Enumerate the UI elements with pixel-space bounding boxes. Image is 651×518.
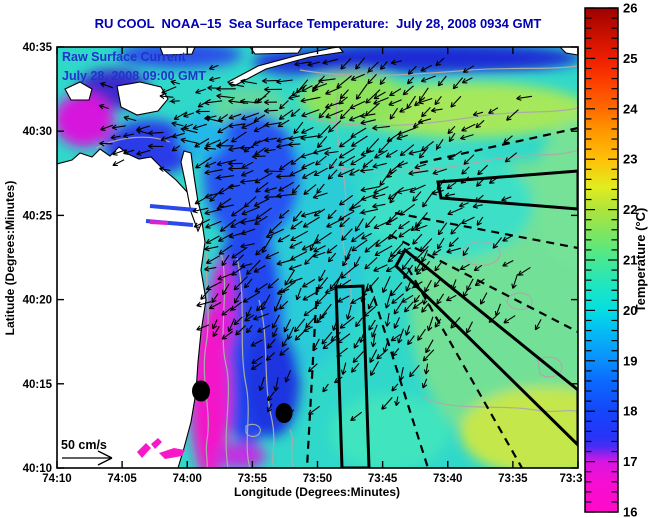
contour-line bbox=[236, 257, 251, 468]
colorbar-tick-label: 23 bbox=[623, 152, 637, 167]
y-tick-label: 40:10 bbox=[23, 463, 52, 475]
radar-bearing-dashed-line bbox=[407, 267, 523, 468]
mainland-coastline bbox=[57, 146, 207, 468]
contour-line bbox=[289, 429, 295, 468]
radar-beam-outlines bbox=[334, 169, 578, 468]
river-channel bbox=[149, 220, 169, 225]
sample-point-dot bbox=[192, 380, 210, 402]
y-axis-label: Latitude (Degrees:Minutes) bbox=[3, 181, 17, 336]
x-tick-label: 73:45 bbox=[368, 473, 398, 485]
island bbox=[249, 47, 303, 55]
island bbox=[116, 81, 169, 116]
radar-beam-outline bbox=[334, 284, 371, 468]
coastal-magenta-mark bbox=[159, 448, 185, 459]
scale-arrow bbox=[62, 450, 113, 466]
island bbox=[64, 81, 93, 101]
contour-line bbox=[537, 356, 563, 378]
y-tick-label: 40:30 bbox=[23, 126, 52, 138]
contour-line bbox=[307, 107, 578, 127]
sst-blob bbox=[363, 150, 533, 260]
radar-beam-outline bbox=[394, 247, 578, 448]
current-vectors bbox=[98, 57, 542, 423]
river-channel bbox=[149, 204, 197, 212]
radar-bearing-dashed-line bbox=[368, 284, 430, 468]
colorbar-tick-label: 20 bbox=[623, 303, 637, 318]
colorbar: 26 25 24 23 22 21 20 19 18 17 16 Temperature (°C) bbox=[584, 1, 648, 518]
x-tick-label: 73:35 bbox=[498, 473, 528, 485]
y-tick-labels: 40:35 40:30 40:25 40:20 40:15 40:10 bbox=[23, 42, 53, 475]
radar-beam-outline bbox=[436, 169, 578, 211]
x-tick-label: 73:50 bbox=[303, 473, 332, 485]
sst-blob bbox=[214, 443, 266, 468]
x-tick-label: 73:55 bbox=[238, 473, 268, 485]
sst-blob bbox=[533, 120, 578, 270]
colorbar-tick-label: 25 bbox=[623, 51, 637, 66]
colorbar-tick-label: 21 bbox=[623, 253, 637, 268]
x-tick-label: 74:05 bbox=[107, 473, 137, 485]
island bbox=[559, 47, 578, 56]
colorbar-tick-label: 26 bbox=[623, 1, 637, 16]
sst-blob bbox=[57, 93, 114, 147]
x-tick-label: 74:10 bbox=[42, 473, 71, 485]
colorbar-tick-labels: 26 25 24 23 22 21 20 19 18 17 16 bbox=[623, 1, 638, 518]
colorbar-ticks bbox=[586, 7, 617, 513]
overlay-annotation-line2: July 28, 2008 09:00 GMT bbox=[62, 69, 206, 83]
overlay-annotation-line1: Raw Surface Current bbox=[62, 50, 186, 64]
colorbar-tick-label: 16 bbox=[623, 505, 637, 518]
sst-blob bbox=[118, 47, 242, 68]
contour-line bbox=[220, 251, 230, 468]
island bbox=[226, 47, 345, 87]
axis-ticks bbox=[56, 46, 579, 469]
sample-point-dot bbox=[275, 403, 293, 423]
y-tick-label: 40:35 bbox=[23, 42, 53, 54]
contour-line bbox=[423, 397, 578, 413]
sst-blob bbox=[300, 72, 410, 124]
contour-line bbox=[506, 292, 533, 311]
y-tick-label: 40:15 bbox=[23, 379, 53, 391]
coastal-magenta-mark bbox=[151, 438, 162, 449]
x-tick-label: 73:40 bbox=[433, 473, 462, 485]
colorbar-title: Temperature (°C) bbox=[633, 208, 648, 313]
contour-line bbox=[245, 423, 261, 438]
scale-label: 50 cm/s bbox=[61, 438, 107, 452]
island bbox=[159, 47, 196, 56]
colorbar-tick-label: 22 bbox=[623, 202, 637, 217]
current-vector-field bbox=[98, 57, 542, 423]
land-mass bbox=[57, 47, 578, 468]
contour-line bbox=[325, 149, 578, 173]
x-tick-label: 73:3 bbox=[559, 473, 582, 485]
colorbar-tick-label: 18 bbox=[623, 404, 637, 419]
colorbar-tick-label: 24 bbox=[623, 101, 638, 116]
coastal-magenta-mark bbox=[137, 443, 151, 458]
sst-blob bbox=[190, 310, 230, 468]
y-tick-label: 40:20 bbox=[23, 295, 52, 307]
plot-title: RU COOL NOAA–15 Sea Surface Temperature:… bbox=[95, 16, 542, 31]
x-tick-label: 74:00 bbox=[173, 473, 202, 485]
radar-bearing-dashed-line bbox=[394, 211, 578, 250]
y-tick-label: 40:25 bbox=[23, 210, 53, 222]
x-tick-labels: 74:10 74:05 74:00 73:55 73:50 73:45 73:40 73:35… bbox=[42, 473, 582, 485]
colorbar-tick-label: 19 bbox=[623, 353, 637, 368]
colorbar-tick-label: 17 bbox=[623, 454, 637, 469]
sst-blob bbox=[330, 394, 450, 468]
x-axis-label: Longitude (Degrees:Minutes) bbox=[234, 485, 400, 499]
